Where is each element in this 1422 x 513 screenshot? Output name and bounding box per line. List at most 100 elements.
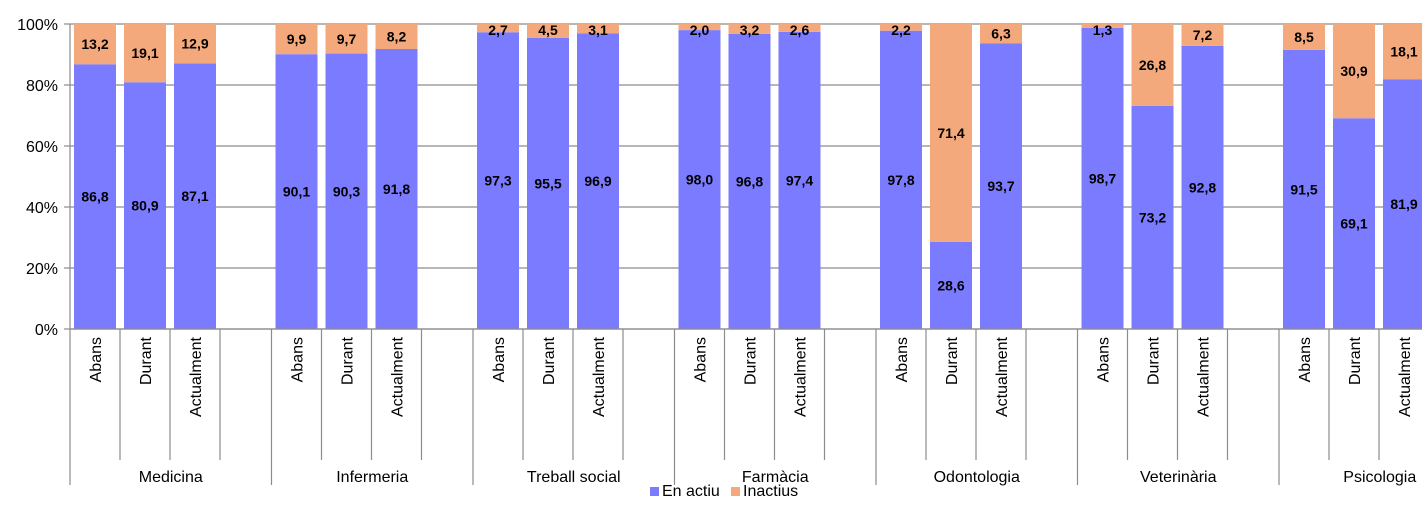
bar-en-actiu [678, 30, 721, 329]
x-category-label: Durant [541, 336, 558, 385]
data-label-inactius: 2,2 [891, 22, 911, 38]
y-tick-label: 40% [26, 200, 58, 217]
data-label-en-actiu: 73,2 [1139, 209, 1166, 225]
group-label: Infermeria [336, 469, 408, 486]
data-label-en-actiu: 92,8 [1189, 179, 1216, 195]
y-tick-label: 60% [26, 139, 58, 156]
bar-inactius [74, 24, 116, 65]
bar-inactius [1333, 24, 1375, 119]
x-category-label: Abans [290, 337, 307, 382]
bar-en-actiu [174, 63, 216, 329]
data-label-en-actiu: 91,5 [1290, 181, 1317, 197]
data-label-inactius: 9,7 [337, 31, 357, 47]
data-label-inactius: 3,1 [588, 22, 608, 38]
data-label-inactius: 30,9 [1340, 63, 1367, 79]
bar-inactius [1383, 24, 1422, 80]
bar-en-actiu [124, 82, 166, 329]
axes: 0% 20% 40% 60% 80% 100% Medicina Abans Durant Act… [17, 17, 1422, 486]
data-label-inactius: 71,4 [937, 125, 964, 141]
data-label-en-actiu: 86,8 [81, 189, 108, 205]
bar-en-actiu [74, 64, 116, 329]
data-label-en-actiu: 81,9 [1390, 196, 1417, 212]
bar-en-actiu [728, 33, 771, 329]
bar-en-actiu [930, 241, 972, 329]
data-label-inactius: 26,8 [1139, 57, 1166, 73]
data-label-en-actiu: 90,3 [333, 183, 360, 199]
x-category-label: Actualment [188, 336, 205, 417]
bar-inactius [325, 24, 368, 54]
bar-inactius [275, 24, 318, 55]
bars [74, 24, 1422, 330]
data-label-en-actiu: 69,1 [1340, 216, 1367, 232]
data-label-en-actiu: 96,9 [584, 173, 611, 189]
x-category-label: Durant [138, 336, 155, 385]
bar-inactius [1081, 24, 1124, 28]
legend-label: Inactius [743, 483, 798, 500]
group-label: Veterinària [1140, 469, 1217, 486]
x-category-label: Abans [1096, 337, 1113, 382]
data-label-inactius: 2,0 [690, 22, 710, 38]
bar-en-actiu [325, 53, 368, 330]
x-category-label: Durant [1146, 336, 1163, 385]
y-tick-label: 100% [17, 17, 58, 34]
data-label-en-actiu: 95,5 [534, 175, 561, 191]
group-label: Psicologia [1343, 469, 1416, 486]
bar-en-actiu [1383, 79, 1422, 329]
bar-inactius [477, 24, 519, 33]
bar-inactius [980, 24, 1022, 44]
bar-en-actiu [1131, 105, 1174, 330]
bar-inactius [778, 24, 821, 32]
data-label-inactius: 9,9 [287, 31, 307, 47]
bar-inactius [1283, 24, 1325, 50]
bar-en-actiu [577, 33, 619, 330]
group-label: Treball social [527, 469, 621, 486]
data-label-en-actiu: 98,7 [1089, 170, 1116, 186]
data-label-inactius: 19,1 [131, 45, 158, 61]
data-label-en-actiu: 97,3 [484, 173, 511, 189]
x-category-label: Actualment [1196, 336, 1213, 417]
bar-en-actiu [1333, 118, 1375, 330]
legend-swatch [650, 487, 659, 496]
bar-inactius [1131, 24, 1174, 106]
data-label-inactius: 12,9 [181, 36, 208, 52]
data-label-inactius: 4,5 [538, 22, 558, 38]
bar-en-actiu [375, 49, 418, 329]
bar-en-actiu [527, 37, 569, 329]
x-category-label: Actualment [793, 336, 810, 417]
bar-en-actiu [778, 31, 821, 330]
group-label: Odontologia [934, 469, 1020, 486]
bar-en-actiu [1181, 45, 1224, 330]
bar-en-actiu [880, 30, 922, 330]
data-label-en-actiu: 96,8 [736, 173, 763, 189]
bar-en-actiu [1081, 27, 1124, 330]
x-category-label: Durant [944, 336, 961, 385]
bar-inactius [678, 24, 721, 31]
bar-inactius [527, 24, 569, 38]
x-category-label: Actualment [390, 336, 407, 417]
data-label-inactius: 3,2 [740, 22, 760, 38]
data-label-en-actiu: 97,8 [887, 172, 914, 188]
x-category-label: Durant [1347, 336, 1364, 385]
data-label-en-actiu: 80,9 [131, 198, 158, 214]
data-labels: 86,8 13,2 80,9 19,1 87,1 12,9 90,1 9,9 90,3 9,7 91… [81, 22, 1417, 293]
bar-inactius [174, 24, 216, 64]
bar-inactius [1181, 24, 1224, 46]
data-label-inactius: 13,2 [81, 36, 108, 52]
group-label: Medicina [139, 469, 203, 486]
x-category-label: Abans [894, 337, 911, 382]
legend: En actiu Inactius [650, 483, 798, 500]
data-label-inactius: 8,5 [1294, 29, 1314, 45]
bar-inactius [577, 24, 619, 34]
bar-en-actiu [275, 54, 318, 329]
x-category-label: Durant [340, 336, 357, 385]
x-category-label: Durant [743, 336, 760, 385]
data-label-inactius: 8,2 [387, 29, 407, 45]
y-tick-label: 80% [26, 78, 58, 95]
data-label-inactius: 2,7 [488, 22, 508, 38]
legend-swatch [731, 487, 740, 496]
data-label-en-actiu: 87,1 [181, 188, 208, 204]
data-label-en-actiu: 28,6 [937, 277, 964, 293]
data-label-inactius: 2,6 [790, 22, 810, 38]
data-label-en-actiu: 98,0 [686, 172, 713, 188]
